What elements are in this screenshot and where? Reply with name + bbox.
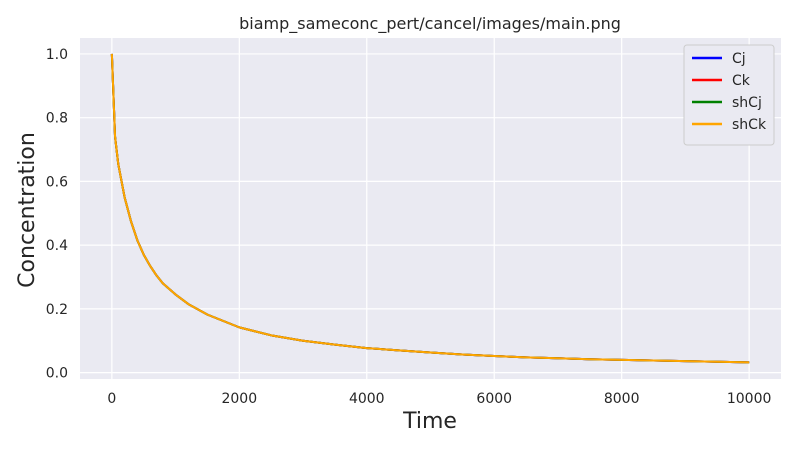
plot-background (80, 38, 781, 379)
legend-label: Ck (732, 73, 751, 89)
chart-title: biamp_sameconc_pert/cancel/images/main.p… (239, 14, 621, 34)
legend-label: Cj (732, 51, 746, 67)
x-tick-label: 6000 (476, 391, 512, 407)
x-tick-label: 2000 (221, 391, 257, 407)
y-tick-label: 0.0 (46, 366, 68, 382)
x-tick-label: 4000 (349, 391, 385, 407)
x-tick-label: 8000 (604, 391, 640, 407)
x-axis-label: Time (402, 409, 457, 434)
x-tick-label: 10000 (727, 391, 772, 407)
legend-label: shCk (732, 117, 767, 133)
series-line-shck (110, 53, 750, 364)
y-axis-label: Concentration (15, 132, 40, 288)
legend: Cj Ck shCj shCk (683, 44, 775, 146)
y-tick-label: 1.0 (46, 47, 68, 63)
legend-label: shCj (732, 95, 762, 111)
y-tick-label: 0.4 (46, 238, 68, 254)
y-tick-label: 0.2 (46, 302, 68, 318)
axis-ticks: 0 2000 4000 6000 8000 10000 0.0 0.2 0.4 0.6 0.8 1.0 (46, 47, 772, 407)
y-tick-label: 0.8 (46, 111, 68, 127)
series-lines (110, 53, 750, 364)
x-tick-label: 0 (107, 391, 116, 407)
legend-box (683, 44, 775, 146)
y-tick-label: 0.6 (46, 174, 68, 190)
